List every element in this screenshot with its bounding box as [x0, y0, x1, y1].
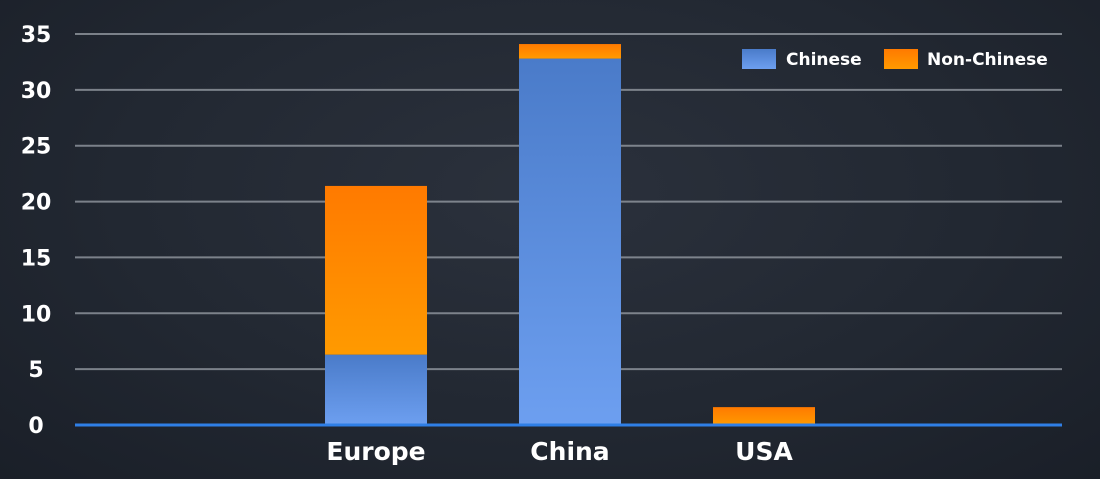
y-tick-label: 30	[21, 79, 52, 104]
legend-swatch-chinese	[742, 49, 776, 69]
x-category-label-china: China	[530, 437, 609, 466]
y-tick-label: 25	[21, 135, 52, 160]
y-tick-label: 15	[21, 246, 52, 271]
bar-usa-non-chinese	[713, 407, 815, 425]
bar-europe-chinese	[325, 354, 427, 425]
bar-china-chinese	[519, 58, 621, 425]
x-category-label-usa: USA	[735, 437, 793, 466]
bar-china-non-chinese	[519, 44, 621, 59]
legend-label-chinese: Chinese	[786, 50, 862, 70]
x-axis-category-labels: Europe China USA	[326, 437, 793, 466]
y-axis-tick-labels: 0 5 10 15 20 25 30 35	[21, 23, 52, 439]
y-tick-label: 5	[28, 358, 43, 383]
x-category-label-europe: Europe	[326, 437, 425, 466]
bar-europe-non-chinese	[325, 185, 427, 355]
legend: Chinese Non-Chinese	[742, 49, 1048, 70]
legend-label-non-chinese: Non-Chinese	[927, 50, 1048, 70]
legend-swatch-non-chinese	[884, 49, 918, 69]
y-tick-label: 20	[21, 191, 52, 216]
y-tick-label: 0	[28, 414, 43, 439]
bars	[325, 44, 815, 425]
y-tick-label: 10	[21, 302, 52, 327]
y-tick-label: 35	[21, 23, 52, 48]
